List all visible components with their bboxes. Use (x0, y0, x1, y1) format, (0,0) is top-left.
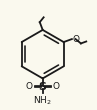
Text: O: O (72, 35, 79, 44)
Text: O: O (53, 82, 60, 91)
Text: NH$_2$: NH$_2$ (33, 95, 52, 107)
Text: S: S (39, 82, 47, 92)
Text: O: O (26, 82, 33, 91)
